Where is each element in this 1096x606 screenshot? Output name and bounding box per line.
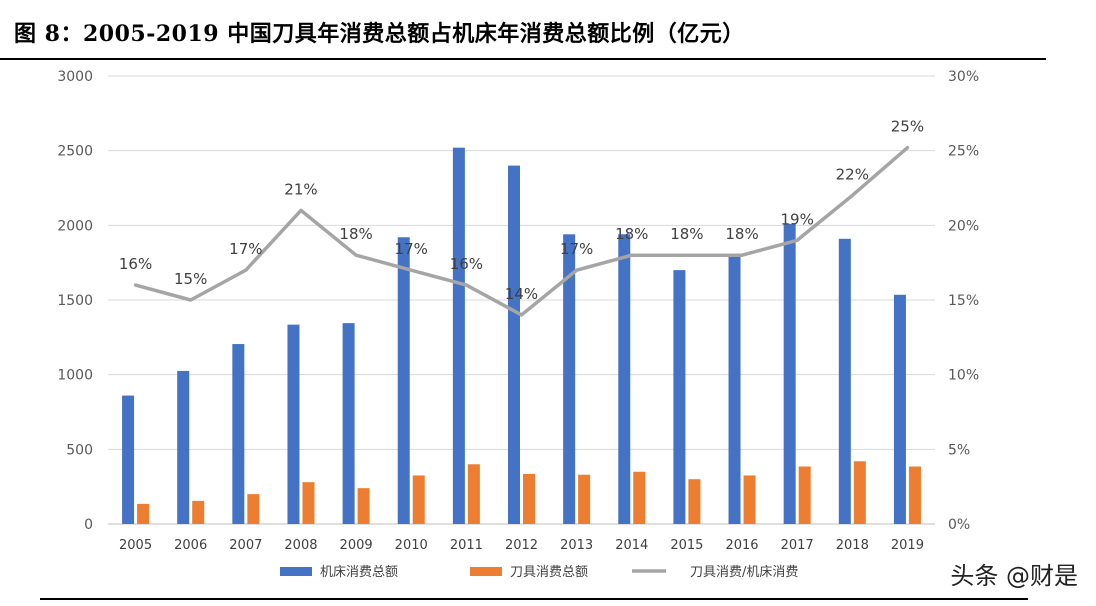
x-tick-label: 2011 (450, 538, 483, 553)
x-tick-label: 2010 (395, 538, 428, 553)
bar-machine (563, 234, 576, 524)
ratio-polyline (133, 145, 910, 317)
bar-tool (578, 474, 591, 524)
bar-tool (467, 464, 480, 524)
ratio-label: 18% (670, 225, 703, 243)
right-tick-label: 5% (948, 442, 970, 458)
bottom-rule (40, 598, 1028, 600)
bar-machine (232, 344, 245, 524)
bar-machine (893, 294, 906, 524)
ratio-label: 25% (891, 118, 924, 136)
legend-label: 刀具消费总额 (510, 565, 588, 580)
bar-tool (247, 494, 260, 524)
ratio-label: 14% (505, 285, 538, 303)
bar-machine (673, 270, 686, 524)
series-tool-bars (137, 461, 921, 524)
bar-machine (287, 324, 300, 524)
bar-machine (122, 395, 135, 524)
left-tick-label: 500 (66, 442, 93, 458)
bar-tool (192, 500, 205, 524)
x-tick-label: 2014 (615, 538, 648, 553)
left-tick-label: 2000 (57, 218, 93, 234)
ratio-label: 21% (284, 180, 317, 198)
right-tick-label: 25% (948, 144, 979, 160)
figure-title: 图 8：2005-2019 中国刀具年消费总额占机床年消费总额比例（亿元） (14, 21, 745, 47)
bar-machine (452, 147, 465, 524)
right-axis: 0% 5% 10% 15% 20% 25% 30% (948, 69, 979, 533)
bar-machine (397, 237, 410, 524)
top-rule (0, 58, 1046, 60)
ratio-data-labels: 16% 15% 17% 21% 18% 17% 16% 14% 17% 18% 18% 18% 19% 2… (119, 118, 924, 303)
bar-machine (177, 370, 190, 524)
x-tick-label: 2009 (340, 538, 373, 553)
ratio-label: 18% (339, 225, 372, 243)
x-tick-label: 2005 (119, 538, 152, 553)
legend-label: 刀具消费/机床消费 (690, 565, 798, 580)
bar-tool (357, 488, 370, 524)
ratio-label: 16% (450, 255, 483, 273)
bar-tool (688, 479, 701, 524)
x-tick-label: 2007 (229, 538, 262, 553)
legend: 机床消费总额 刀具消费总额 刀具消费/机床消费 (280, 565, 798, 580)
right-tick-label: 30% (948, 69, 979, 85)
left-tick-label: 0 (84, 517, 93, 533)
ratio-label: 19% (780, 210, 813, 228)
right-tick-label: 0% (948, 517, 970, 533)
watermark: 头条 @财是 (950, 562, 1078, 590)
bar-machine (783, 223, 796, 524)
bar-tool (523, 473, 535, 524)
ratio-label: 15% (174, 270, 207, 288)
left-tick-label: 2500 (57, 144, 93, 160)
x-axis: 2005 2006 2007 2008 2009 2010 2011 2012 2013 2014… (108, 523, 935, 553)
x-tick-label: 2017 (781, 538, 814, 553)
left-tick-label: 1000 (57, 368, 93, 384)
ratio-label: 18% (725, 225, 758, 243)
right-tick-label: 10% (948, 368, 979, 384)
ratio-label: 17% (229, 240, 262, 258)
bar-machine (618, 234, 631, 524)
grid-lines (108, 75, 935, 450)
legend-label: 机床消费总额 (320, 565, 398, 580)
x-tick-label: 2015 (670, 538, 703, 553)
series-machine-bars (122, 147, 906, 525)
bar-machine (508, 165, 520, 524)
ratio-label: 17% (395, 240, 428, 258)
left-axis: 0 500 1000 1500 2000 2500 3000 (57, 69, 93, 533)
right-tick-label: 15% (948, 293, 979, 309)
bar-tool (302, 482, 315, 524)
bar-tool (633, 471, 646, 524)
ratio-label: 18% (615, 225, 648, 243)
x-tick-label: 2019 (891, 538, 924, 553)
bar-tool (798, 466, 811, 524)
bar-machine (838, 238, 851, 525)
x-tick-label: 2018 (836, 538, 869, 553)
legend-swatch (280, 567, 312, 576)
bar-tool (412, 475, 425, 524)
bar-machine (342, 323, 355, 524)
right-tick-label: 20% (948, 218, 979, 234)
bar-tool (853, 461, 866, 524)
ratio-label: 17% (560, 240, 593, 258)
ratio-label: 16% (119, 255, 152, 273)
bar-machine (728, 255, 741, 524)
left-tick-label: 3000 (57, 69, 93, 85)
x-tick-label: 2006 (174, 538, 207, 553)
x-tick-label: 2012 (505, 538, 538, 553)
bar-tool (137, 503, 150, 524)
left-tick-label: 1500 (57, 293, 93, 309)
x-tick-label: 2016 (725, 538, 758, 553)
bar-tool (743, 475, 756, 524)
ratio-label: 22% (836, 165, 869, 183)
x-tick-label: 2008 (284, 538, 317, 553)
legend-swatch (470, 567, 502, 576)
series-ratio-line (133, 145, 910, 317)
bar-tool (908, 466, 921, 524)
x-tick-label: 2013 (560, 538, 593, 553)
